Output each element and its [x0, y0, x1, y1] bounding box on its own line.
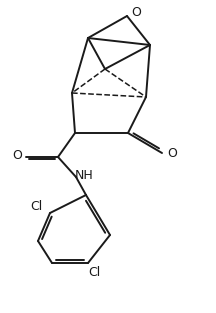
Text: Cl: Cl — [88, 266, 100, 280]
Text: O: O — [167, 147, 177, 161]
Text: NH: NH — [75, 170, 93, 182]
Text: O: O — [12, 150, 22, 162]
Text: O: O — [131, 6, 141, 18]
Text: Cl: Cl — [30, 199, 42, 213]
